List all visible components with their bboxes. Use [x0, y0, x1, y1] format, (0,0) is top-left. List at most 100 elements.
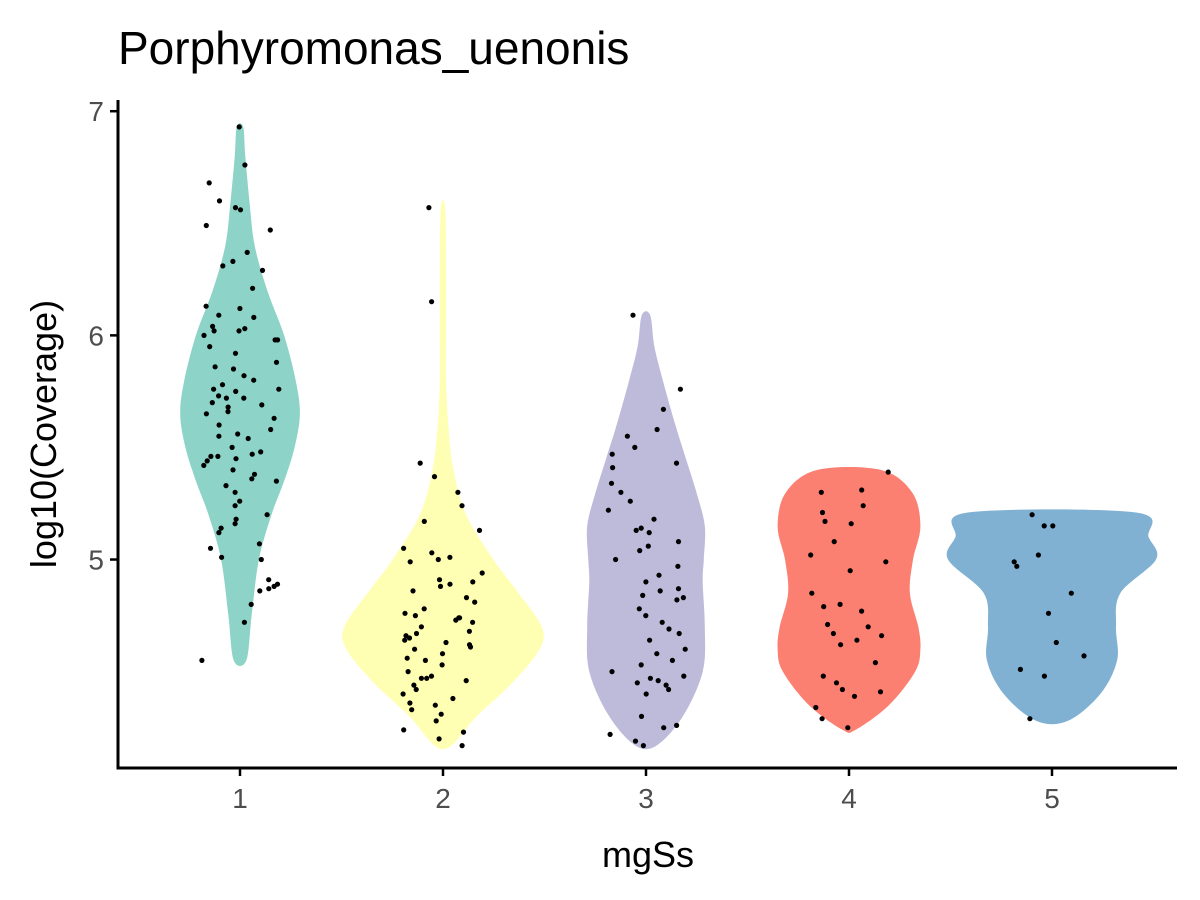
data-point [470, 579, 476, 585]
x-tick-label: 4 [841, 783, 857, 814]
data-point [259, 402, 265, 408]
data-point [833, 680, 840, 686]
data-point [422, 657, 428, 664]
data-point [438, 711, 444, 717]
data-point [407, 700, 413, 706]
data-point [680, 595, 687, 601]
data-point [675, 539, 682, 545]
data-point [219, 554, 225, 560]
data-point [421, 518, 427, 525]
data-point [407, 559, 413, 565]
data-point [404, 655, 410, 661]
data-point [417, 460, 423, 466]
data-point [640, 743, 647, 749]
data-point [638, 662, 644, 668]
data-point [233, 456, 239, 462]
data-point [439, 651, 446, 657]
data-point [860, 503, 866, 509]
data-point [237, 207, 244, 213]
data-point [872, 660, 879, 666]
data-point [865, 624, 871, 630]
x-axis-ticks: 1 2 3 4 5 [232, 768, 1060, 814]
data-point [242, 326, 248, 332]
data-point [654, 651, 660, 657]
data-point [223, 483, 229, 489]
data-point [675, 563, 681, 569]
data-point [230, 467, 236, 473]
data-point [405, 669, 411, 675]
data-point [676, 630, 682, 637]
data-point [251, 377, 257, 383]
data-point [837, 601, 843, 608]
data-point [203, 411, 209, 417]
data-point [809, 590, 815, 596]
chart-title: Porphyromonas_uenonis [118, 22, 629, 74]
data-point [675, 586, 682, 592]
data-point [463, 595, 470, 601]
data-point [674, 722, 680, 729]
data-point [610, 465, 616, 471]
data-point [450, 695, 456, 702]
data-point [204, 458, 210, 464]
data-point [1017, 666, 1024, 673]
data-point [409, 707, 415, 713]
data-point [212, 364, 218, 370]
data-point [643, 579, 649, 585]
data-point [838, 642, 844, 648]
data-point [216, 312, 222, 318]
data-point [632, 738, 639, 744]
data-point [216, 530, 222, 536]
data-point [237, 305, 243, 312]
data-point [605, 507, 612, 513]
data-point [256, 541, 262, 547]
data-point [436, 736, 442, 742]
data-point [654, 426, 660, 433]
y-axis-title: log10(Coverage) [23, 300, 64, 568]
data-point [630, 312, 636, 318]
data-point [666, 686, 672, 693]
data-point [411, 682, 417, 688]
data-point [627, 498, 633, 504]
y-tick-label: 6 [88, 320, 104, 351]
data-point [208, 453, 214, 459]
data-point [225, 409, 231, 415]
data-point [207, 545, 214, 551]
data-point [845, 725, 851, 731]
x-tick-label: 3 [638, 783, 654, 814]
data-point [406, 635, 413, 641]
data-point [219, 382, 226, 388]
data-point [258, 556, 264, 563]
data-point [230, 258, 236, 264]
data-point [459, 503, 465, 509]
x-tick-label: 5 [1044, 783, 1060, 814]
data-point [235, 431, 241, 437]
data-point [402, 637, 408, 643]
data-point [647, 637, 653, 643]
data-point [418, 624, 424, 630]
data-point [633, 527, 639, 534]
data-point [232, 503, 238, 509]
data-point [435, 556, 441, 563]
data-point [472, 599, 478, 605]
data-point [879, 633, 885, 639]
data-point [476, 527, 483, 534]
data-point [271, 583, 277, 590]
data-point [229, 444, 235, 450]
data-point [1041, 673, 1047, 679]
data-point [859, 487, 865, 493]
data-point [433, 718, 439, 724]
data-point [401, 545, 407, 551]
data-point [201, 462, 207, 468]
violin-3 [586, 311, 706, 750]
data-point [673, 460, 680, 466]
data-point [677, 386, 684, 392]
data-point [1053, 639, 1059, 646]
data-point [245, 435, 251, 442]
data-point [223, 395, 229, 401]
data-point [643, 691, 649, 697]
data-point [266, 577, 272, 583]
data-point [877, 689, 884, 695]
data-point [410, 588, 416, 594]
data-point [453, 617, 459, 623]
data-point [467, 644, 474, 650]
